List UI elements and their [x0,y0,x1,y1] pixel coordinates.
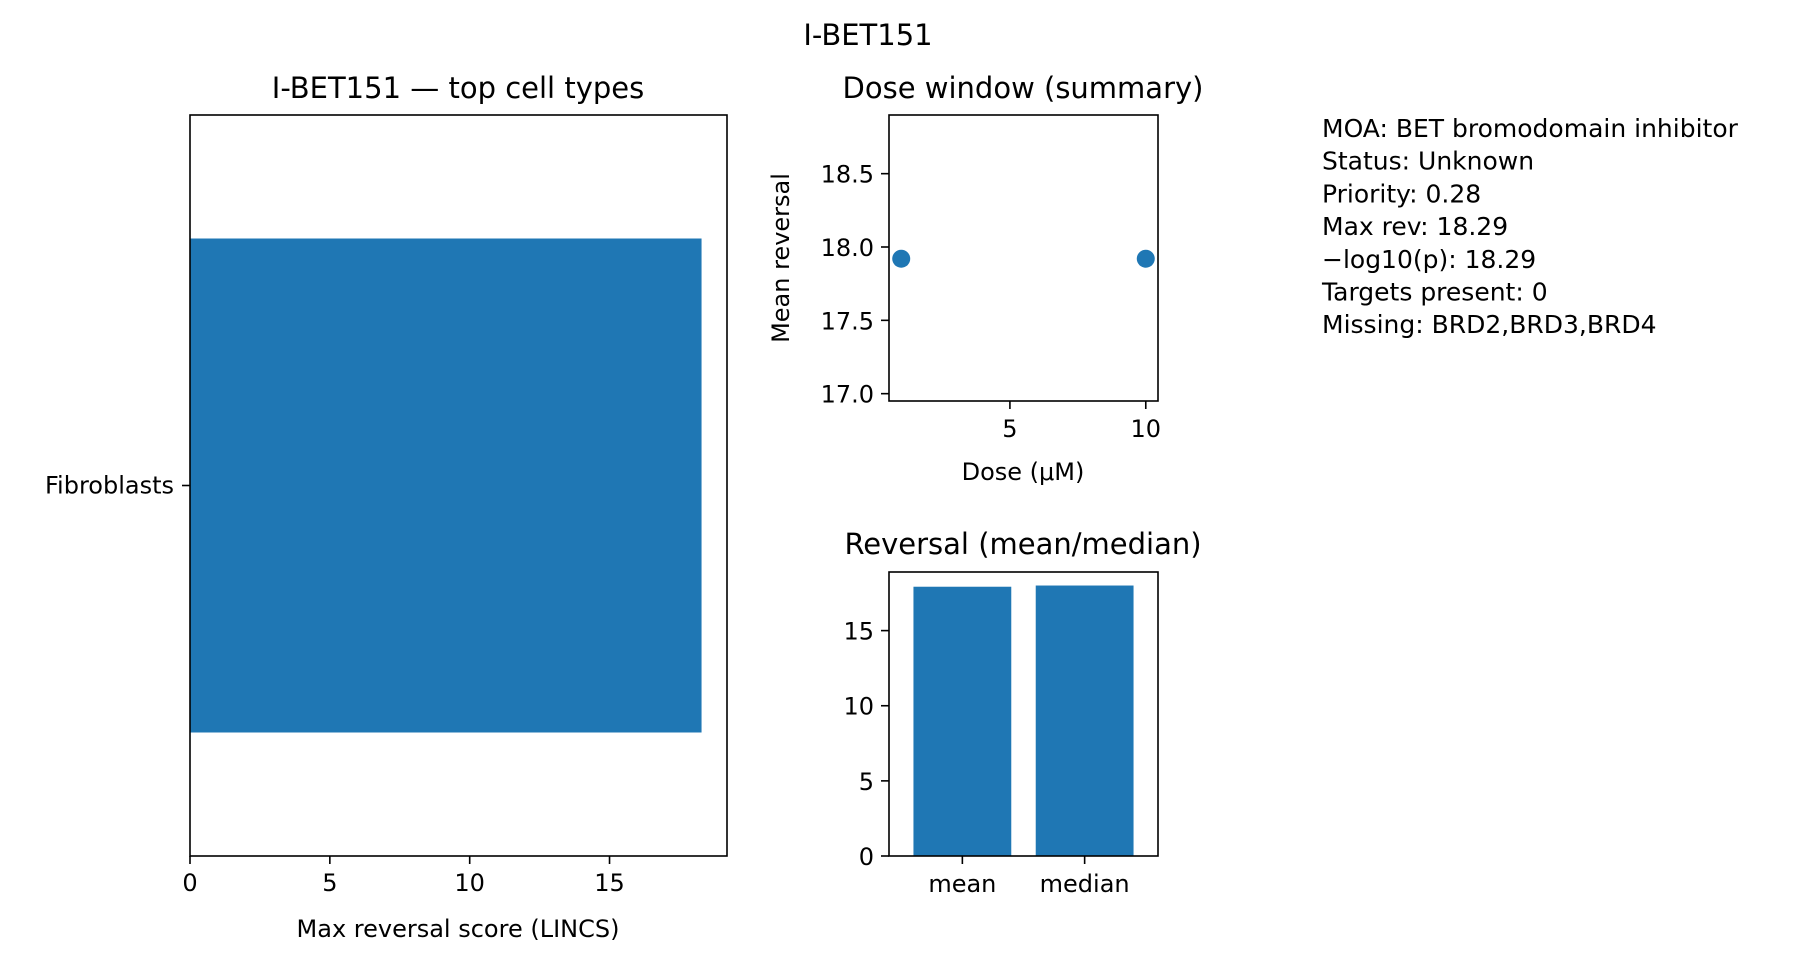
y-tick-label: 18.0 [821,234,874,262]
y-tick-label: 18.5 [821,161,874,189]
dose-point [892,249,911,268]
bar-mean [913,586,1012,856]
info-line: −log10(p): 18.29 [1322,245,1536,274]
reversal-y-ticks: 0 5 10 15 [843,618,889,871]
x-tick-label: 0 [182,869,197,897]
x-tick-label: mean [928,870,996,898]
cell-types-x-label: Max reversal score (LINCS) [297,915,620,943]
dose-point [1136,249,1155,268]
drug-info-block: MOA: BET bromodomain inhibitor Status: Un… [1321,114,1739,339]
dose-window-y-label: Mean reversal [767,173,795,343]
x-tick-label: 5 [1002,415,1017,443]
x-tick-label: 10 [454,869,485,897]
x-tick-label: 15 [594,869,625,897]
dose-window-y-ticks: 17.0 17.5 18.0 18.5 [821,161,889,409]
info-line: Targets present: 0 [1321,278,1548,307]
dose-window-axes-frame [888,114,1159,402]
y-tick-label: 10 [843,693,874,721]
x-tick-label: median [1040,870,1130,898]
bar-median [1035,585,1134,856]
reversal-axes-frame [888,571,1159,857]
info-line: Max rev: 18.29 [1322,212,1508,241]
reversal-panel: Reversal (mean/median) mean median 0 5 10 15 [843,527,1201,898]
figure-title: I-BET151 [803,18,932,52]
bar-fibroblasts [190,238,702,733]
y-tick-label: Fibroblasts [45,472,174,500]
y-tick-label: 5 [859,768,874,796]
cell-types-y-ticks: Fibroblasts [45,472,190,500]
info-line: Priority: 0.28 [1322,179,1481,208]
dose-window-x-label: Dose (μM) [962,458,1085,486]
dose-window-panel: Dose window (summary) 5 10 17.0 17.5 18.0 18… [767,71,1203,486]
x-tick-label: 10 [1130,415,1161,443]
info-line: Missing: BRD2,BRD3,BRD4 [1322,310,1657,339]
y-tick-label: 17.5 [821,307,874,335]
dose-window-title: Dose window (summary) [843,71,1204,105]
reversal-title: Reversal (mean/median) [844,527,1201,561]
y-tick-label: 0 [859,843,874,871]
reversal-x-ticks: mean median [928,856,1130,898]
cell-types-bars [190,238,702,733]
dose-window-x-ticks: 5 10 [1002,401,1161,443]
info-line: Status: Unknown [1322,147,1534,176]
x-tick-label: 5 [322,869,337,897]
y-tick-label: 15 [843,618,874,646]
info-line: MOA: BET bromodomain inhibitor [1322,114,1739,143]
cell-types-x-ticks: 0 5 10 15 [182,856,625,897]
reversal-bars [913,585,1134,856]
dose-window-points [892,249,1155,268]
cell-types-title: I-BET151 — top cell types [272,71,644,105]
cell-types-panel: I-BET151 — top cell types 0 5 10 15 Fibrobl… [45,71,728,943]
y-tick-label: 17.0 [821,381,874,409]
